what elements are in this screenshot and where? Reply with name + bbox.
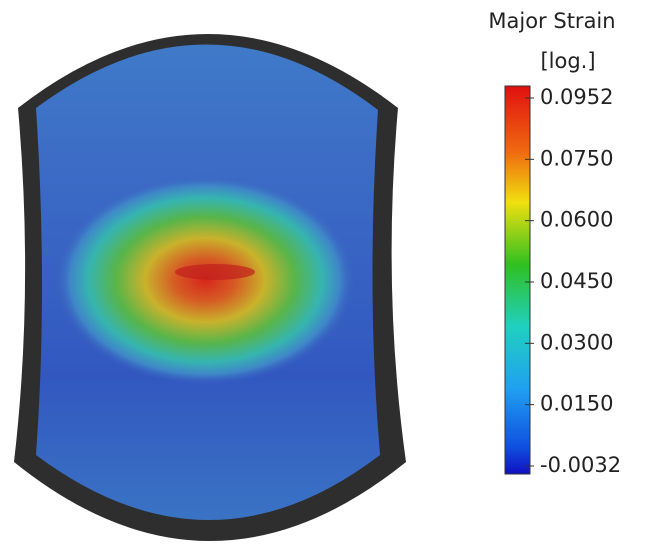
tick-label: 0.0450 [540,269,613,293]
colorbar-ticks: 0.0952 0.0750 0.0600 0.0450 0.0300 0.0150 -0.0… [525,85,621,477]
strain-hotspot [55,175,355,385]
tick-label: 0.0150 [540,392,613,416]
tick-label: -0.0032 [540,453,621,477]
tick-label: 0.0952 [540,85,613,109]
tick-label: 0.0750 [540,146,613,170]
colorbar-unit: [log.] [540,49,595,73]
colorbar [504,85,531,475]
tick-label: 0.0600 [540,208,613,232]
colorbar-title: Major Strain [488,9,615,33]
tick-label: 0.0300 [540,330,613,354]
strain-peak [175,264,255,280]
